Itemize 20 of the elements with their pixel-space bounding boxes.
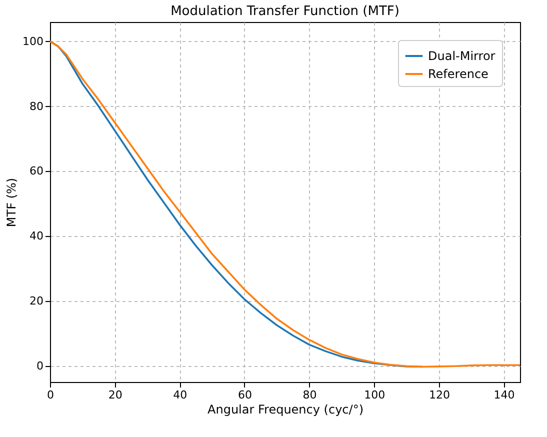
y-tick-label: 0 bbox=[36, 359, 44, 372]
x-tick-label: 40 bbox=[173, 388, 188, 402]
x-tick-label: 140 bbox=[494, 388, 515, 402]
x-tick-label: 80 bbox=[302, 388, 317, 402]
x-tick-label: 60 bbox=[238, 388, 252, 402]
legend-label: Reference bbox=[428, 67, 488, 81]
x-tick-label: 120 bbox=[428, 388, 450, 402]
x-tick-label: 20 bbox=[108, 388, 122, 402]
chart-title: Modulation Transfer Function (MTF) bbox=[170, 4, 400, 19]
y-tick-label: 40 bbox=[30, 230, 44, 243]
y-tick-label: 80 bbox=[30, 100, 44, 113]
y-axis-title: MTF (%) bbox=[4, 178, 19, 228]
y-tick-label: 100 bbox=[22, 34, 44, 48]
x-tick-label: 100 bbox=[364, 388, 386, 402]
x-tick-label: 0 bbox=[47, 388, 54, 402]
line-series bbox=[50, 40, 520, 368]
x-axis-title: Angular Frequency (cyc/°) bbox=[208, 402, 364, 416]
y-tick-label: 20 bbox=[30, 294, 44, 308]
legend-label: Dual-Mirror bbox=[428, 49, 496, 63]
y-tick-label: 60 bbox=[30, 164, 44, 178]
